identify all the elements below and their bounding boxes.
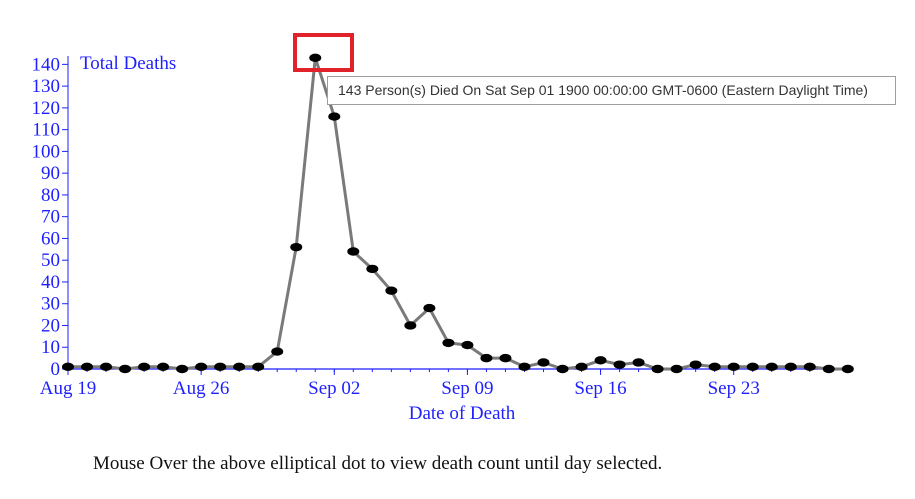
data-point-dot[interactable]	[556, 364, 569, 374]
data-point-dot[interactable]	[499, 353, 512, 363]
data-point-dot[interactable]	[727, 362, 740, 372]
x-tick-label: Aug 19	[40, 378, 96, 399]
data-point-dot[interactable]	[689, 360, 702, 369]
data-point-dot[interactable]	[119, 364, 132, 374]
data-point-dot[interactable]	[651, 364, 664, 374]
y-tick-label: 100	[32, 141, 61, 162]
y-tick-label: 120	[32, 98, 61, 119]
data-point-dot[interactable]	[632, 358, 645, 367]
data-point-dot[interactable]	[670, 364, 683, 374]
data-point-dot[interactable]	[252, 362, 265, 372]
y-axis-label: Total Deaths	[80, 53, 176, 74]
data-point-dot[interactable]	[195, 362, 208, 372]
data-point-dot[interactable]	[138, 362, 151, 372]
death-count-tooltip: 143 Person(s) Died On Sat Sep 01 1900 00…	[327, 76, 896, 105]
data-point-dot[interactable]	[822, 364, 835, 374]
data-point-dot[interactable]	[765, 362, 778, 372]
data-point-dot[interactable]	[518, 362, 531, 372]
data-point-dot[interactable]	[366, 264, 379, 274]
data-point-dot[interactable]	[347, 247, 360, 256]
y-tick-label: 70	[41, 207, 60, 228]
x-tick-label: Sep 16	[574, 378, 626, 399]
instruction-caption: Mouse Over the above elliptical dot to v…	[93, 453, 663, 474]
y-tick-label: 80	[41, 185, 60, 206]
x-tick-label: Sep 23	[708, 378, 760, 399]
y-tick-label: 40	[41, 272, 60, 293]
data-point-dot[interactable]	[309, 53, 322, 63]
y-tick-label: 140	[32, 54, 61, 75]
data-point-dot[interactable]	[157, 362, 170, 372]
x-tick-label: Sep 02	[308, 378, 360, 399]
y-tick-label: 130	[32, 76, 61, 97]
data-point-dot[interactable]	[594, 356, 607, 365]
data-point-dot[interactable]	[784, 362, 797, 372]
data-point-dot[interactable]	[214, 362, 227, 372]
data-point-dot[interactable]	[442, 338, 455, 348]
data-point-dot[interactable]	[575, 362, 588, 372]
x-tick-label: Sep 09	[441, 378, 493, 399]
data-point-dot[interactable]	[404, 321, 417, 330]
x-tick-label: Aug 26	[173, 378, 229, 399]
y-tick-label: 90	[41, 163, 60, 184]
x-axis-label: Date of Death	[409, 403, 516, 424]
data-point-dot[interactable]	[62, 362, 74, 372]
data-point-dot[interactable]	[233, 362, 246, 372]
data-point-dot[interactable]	[176, 364, 189, 374]
y-tick-label: 50	[41, 250, 60, 271]
data-point-dot[interactable]	[385, 286, 398, 295]
data-point-dot[interactable]	[803, 362, 816, 372]
selected-point-highlight	[293, 33, 354, 72]
data-point-dot[interactable]	[100, 362, 113, 372]
y-tick-label: 30	[41, 294, 60, 315]
data-point-dot[interactable]	[81, 362, 94, 372]
y-tick-label: 0	[51, 359, 61, 380]
data-point-dot[interactable]	[537, 358, 550, 367]
y-tick-label: 110	[32, 120, 60, 141]
data-point-dot[interactable]	[461, 340, 474, 350]
data-point-dot[interactable]	[708, 362, 721, 372]
data-point-dot[interactable]	[271, 347, 284, 356]
data-point-dot[interactable]	[290, 242, 303, 252]
data-point-dot[interactable]	[613, 360, 626, 369]
data-point-dot[interactable]	[841, 364, 854, 374]
y-tick-label: 10	[41, 337, 60, 358]
data-point-dot[interactable]	[328, 112, 341, 121]
data-point-dot[interactable]	[423, 303, 436, 313]
y-tick-label: 20	[41, 315, 60, 336]
data-point-dot[interactable]	[746, 362, 759, 372]
y-tick-label: 60	[41, 228, 60, 249]
data-point-dot[interactable]	[480, 353, 493, 363]
